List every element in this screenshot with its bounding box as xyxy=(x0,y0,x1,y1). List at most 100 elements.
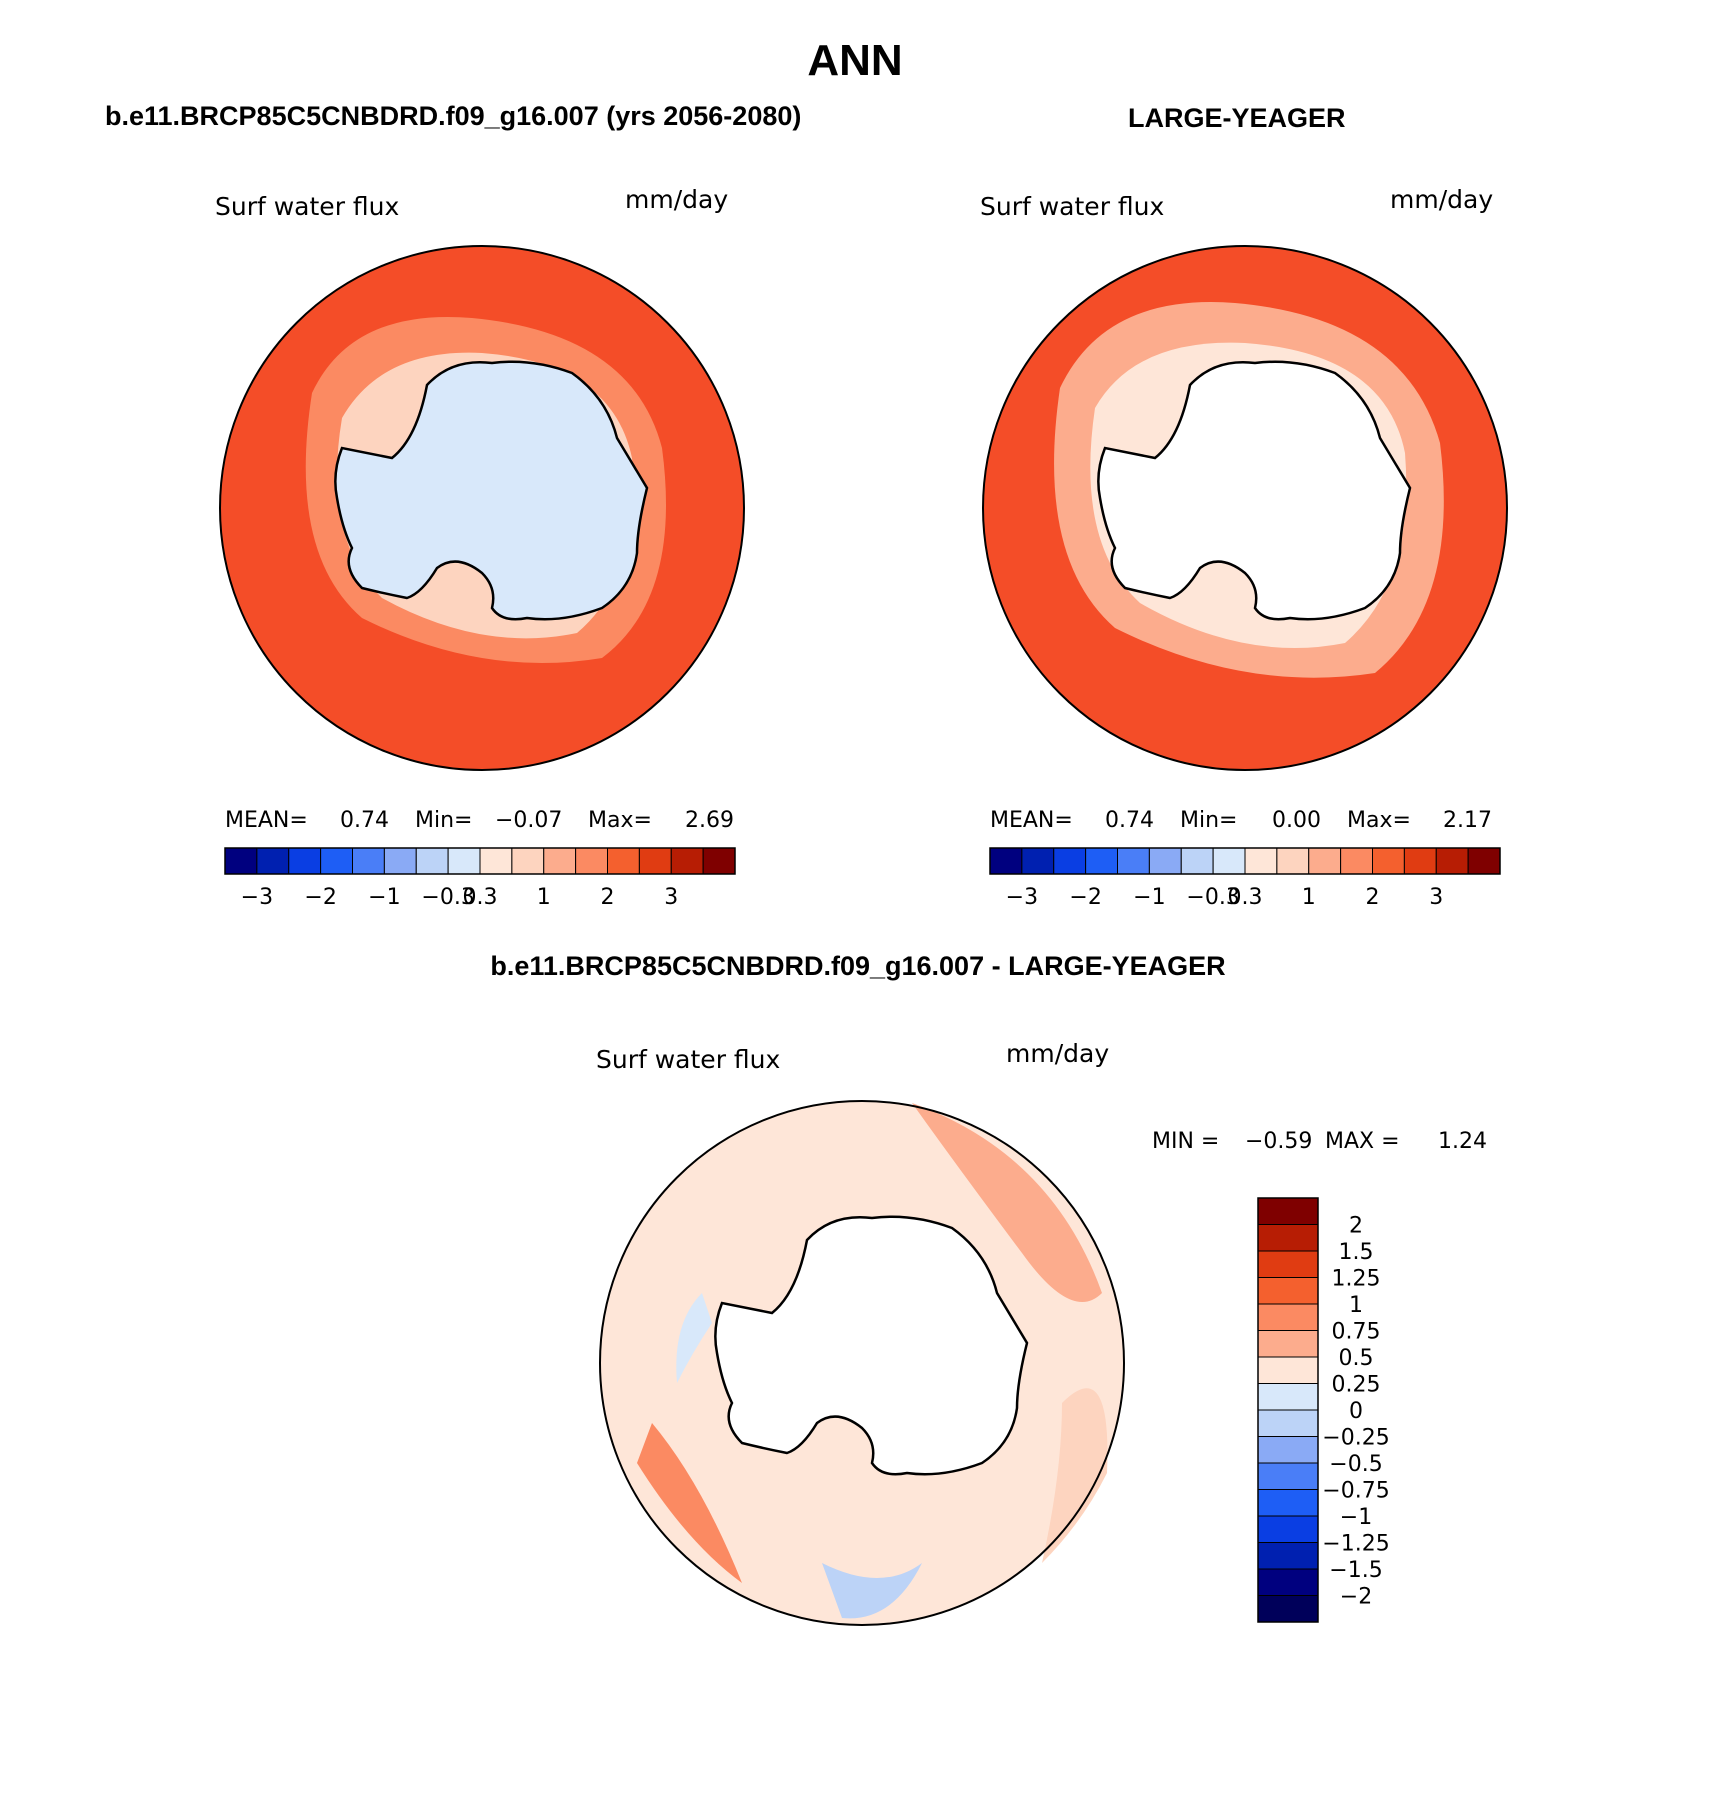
colorbar-swatch xyxy=(1257,1436,1319,1464)
colorbar-swatch xyxy=(1308,847,1342,875)
map-border xyxy=(219,245,745,771)
colorbar-swatch xyxy=(543,847,577,875)
colorbar-swatch xyxy=(607,847,640,875)
colorbar-swatch xyxy=(511,847,545,875)
colorbar-tick-label: −1.5 xyxy=(1329,1558,1382,1583)
colorbar-tick-label: −1 xyxy=(1133,885,1165,910)
colorbar-swatch xyxy=(1257,1542,1319,1570)
panel-diff: b.e11.BRCP85C5CNBDRD.f09_g16.007 - LARGE… xyxy=(490,951,1487,1626)
panel-model-max-value: 2.69 xyxy=(685,808,734,833)
colorbar-swatch xyxy=(1372,847,1405,875)
colorbar-tick-label: −0.25 xyxy=(1322,1426,1389,1451)
map-diff-negative-w xyxy=(676,1293,712,1383)
colorbar-swatch xyxy=(1180,847,1214,875)
panel-obs-field-label: Surf water flux xyxy=(980,192,1164,221)
colorbar-swatch xyxy=(1340,847,1373,875)
colorbar-frame xyxy=(1257,1197,1319,1623)
colorbar-tick-label: 0.3 xyxy=(463,885,498,910)
panel-obs-mean-value: 0.74 xyxy=(1105,808,1154,833)
panel-obs-max-value: 2.17 xyxy=(1443,808,1492,833)
colorbar-tick-label: 0 xyxy=(1349,1399,1363,1424)
antarctica-continent xyxy=(334,360,649,621)
colorbar-swatch xyxy=(1435,847,1469,875)
colorbar-tick-label: 2 xyxy=(601,885,615,910)
colorbar-tick-label: 0.5 xyxy=(1339,1346,1374,1371)
map-border xyxy=(599,1100,1125,1626)
panel-obs-mean-label: MEAN= xyxy=(990,808,1073,833)
colorbar-swatch xyxy=(1021,847,1055,875)
panel-model: b.e11.BRCP85C5CNBDRD.f09_g16.007 (yrs 20… xyxy=(105,101,801,910)
colorbar-swatch xyxy=(1257,1383,1319,1411)
colorbar-swatch xyxy=(383,847,417,875)
colorbar-swatch xyxy=(1257,1277,1319,1305)
colorbar-swatch xyxy=(320,847,353,875)
colorbar-swatch xyxy=(1257,1515,1319,1543)
antarctica-continent xyxy=(1097,360,1412,621)
colorbar-tick-label: −0.3 xyxy=(421,885,474,910)
colorbar-tick-label: 0.3 xyxy=(1228,885,1263,910)
map-diff-positive-ne xyxy=(912,1103,1102,1302)
panel-obs-min-value: 0.00 xyxy=(1272,808,1321,833)
colorbar-swatch xyxy=(352,847,385,875)
colorbar-frame xyxy=(224,847,736,875)
colorbar-tick-label: −1 xyxy=(368,885,400,910)
colorbar-swatch xyxy=(479,847,513,875)
colorbar-tick-label: 3 xyxy=(1429,885,1443,910)
colorbar-swatch xyxy=(1257,1489,1319,1517)
map-diff-negative-s xyxy=(822,1563,922,1619)
panel-obs-units: mm/day xyxy=(1390,185,1493,214)
colorbar-tick-label: 2 xyxy=(1366,885,1380,910)
colorbar-swatch xyxy=(447,847,481,875)
panel-model-title: b.e11.BRCP85C5CNBDRD.f09_g16.007 (yrs 20… xyxy=(105,101,801,131)
panel-model-min-value: −0.07 xyxy=(495,808,562,833)
colorbar-tick-label: −2 xyxy=(1340,1585,1372,1610)
colorbar-swatch xyxy=(1257,1409,1319,1437)
panel-model-max-label: Max= xyxy=(588,808,652,833)
colorbar-tick-label: −0.5 xyxy=(1329,1452,1382,1477)
colorbar-tick-label: 0.75 xyxy=(1332,1320,1381,1345)
colorbar-swatch xyxy=(989,847,1023,875)
colorbar-tick-label: 1 xyxy=(1349,1293,1363,1318)
map-diff-positive-sw xyxy=(637,1423,742,1583)
panel-diff-units: mm/day xyxy=(1006,1039,1109,1068)
colorbar-swatch xyxy=(1257,1224,1319,1252)
colorbar-swatch xyxy=(1257,1356,1319,1384)
colorbar-tick-label: 1.5 xyxy=(1339,1240,1374,1265)
panel-obs-max-label: Max= xyxy=(1347,808,1411,833)
colorbar-swatch xyxy=(1148,847,1182,875)
colorbar-tick-label: −0.75 xyxy=(1322,1479,1389,1504)
colorbar-swatch xyxy=(670,847,704,875)
main-title: ANN xyxy=(807,36,902,85)
colorbar-swatch xyxy=(1117,847,1150,875)
colorbar-swatch xyxy=(1403,847,1437,875)
colorbar-swatch xyxy=(638,847,672,875)
panel-obs: LARGE-YEAGER Surf water flux mm/day MEAN… xyxy=(980,103,1508,910)
panel-diff-title: b.e11.BRCP85C5CNBDRD.f09_g16.007 - LARGE… xyxy=(490,951,1225,981)
panel-obs-map xyxy=(982,245,1508,771)
colorbar-swatch xyxy=(1257,1595,1319,1623)
panel-model-mean-value: 0.74 xyxy=(340,808,389,833)
colorbar-swatch xyxy=(1053,847,1087,875)
panel-diff-field-label: Surf water flux xyxy=(596,1045,780,1074)
colorbar-swatch xyxy=(415,847,449,875)
colorbar-swatch xyxy=(288,847,322,875)
antarctica-continent xyxy=(714,1215,1029,1476)
panel-model-colorbar: −3 −2 −1 −0.30.3 1 2 3 xyxy=(224,847,736,910)
colorbar-swatch xyxy=(1257,1568,1319,1596)
colorbar-tick-label: −2 xyxy=(304,885,336,910)
colorbar-swatch xyxy=(702,847,736,875)
panel-diff-colorbar: 21.51.2510.750.50.250−0.25−0.5−0.75−1−1.… xyxy=(1257,1197,1390,1623)
colorbar-tick-label: −3 xyxy=(1006,885,1038,910)
colorbar-tick-label: 3 xyxy=(664,885,678,910)
colorbar-tick-label: −2 xyxy=(1069,885,1101,910)
panel-model-units: mm/day xyxy=(625,185,728,214)
colorbar-swatch xyxy=(575,847,608,875)
colorbar-tick-label: 1 xyxy=(537,885,551,910)
map-diff-positive-e xyxy=(1042,1388,1108,1563)
panel-model-mean-label: MEAN= xyxy=(225,808,308,833)
colorbar-swatch xyxy=(1276,847,1310,875)
panel-obs-colorbar: −3 −2 −1 −0.30.3 1 2 3 xyxy=(989,847,1501,910)
colorbar-swatch xyxy=(1257,1303,1319,1331)
colorbar-tick-label: 2 xyxy=(1349,1214,1363,1239)
